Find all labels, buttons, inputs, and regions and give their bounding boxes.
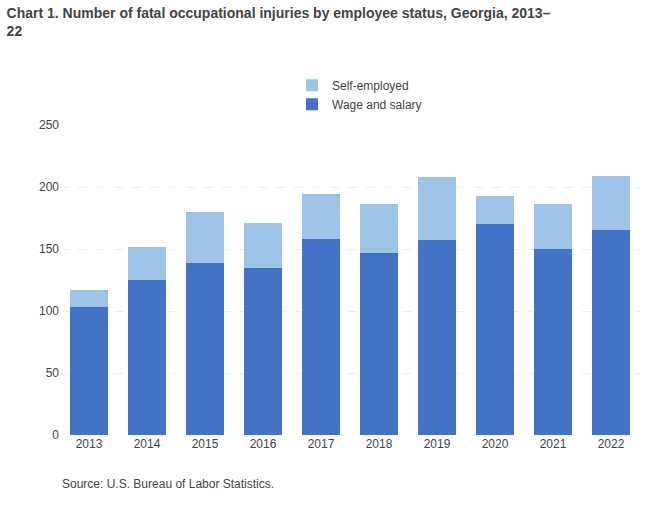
svg-text:150: 150 — [39, 242, 59, 256]
svg-text:250: 250 — [39, 118, 59, 132]
svg-text:50: 50 — [46, 366, 60, 380]
svg-text:2022: 2022 — [598, 437, 625, 451]
svg-text:2018: 2018 — [366, 437, 393, 451]
svg-text:200: 200 — [39, 180, 59, 194]
svg-text:0: 0 — [52, 428, 59, 442]
svg-text:2016: 2016 — [250, 437, 277, 451]
svg-text:Wage and salary: Wage and salary — [332, 98, 422, 112]
svg-text:Self-employed: Self-employed — [332, 79, 409, 93]
svg-text:2015: 2015 — [192, 437, 219, 451]
svg-text:2019: 2019 — [424, 437, 451, 451]
svg-text:2014: 2014 — [134, 437, 161, 451]
svg-text:Source: U.S. Bureau of Labor S: Source: U.S. Bureau of Labor Statistics. — [62, 477, 274, 491]
svg-text:2020: 2020 — [482, 437, 509, 451]
svg-text:100: 100 — [39, 304, 59, 318]
svg-text:2021: 2021 — [540, 437, 567, 451]
svg-text:2013: 2013 — [76, 437, 103, 451]
svg-text:Chart 1. Number of fatal occup: Chart 1. Number of fatal occupational in… — [7, 5, 551, 39]
svg-text:2017: 2017 — [308, 437, 335, 451]
